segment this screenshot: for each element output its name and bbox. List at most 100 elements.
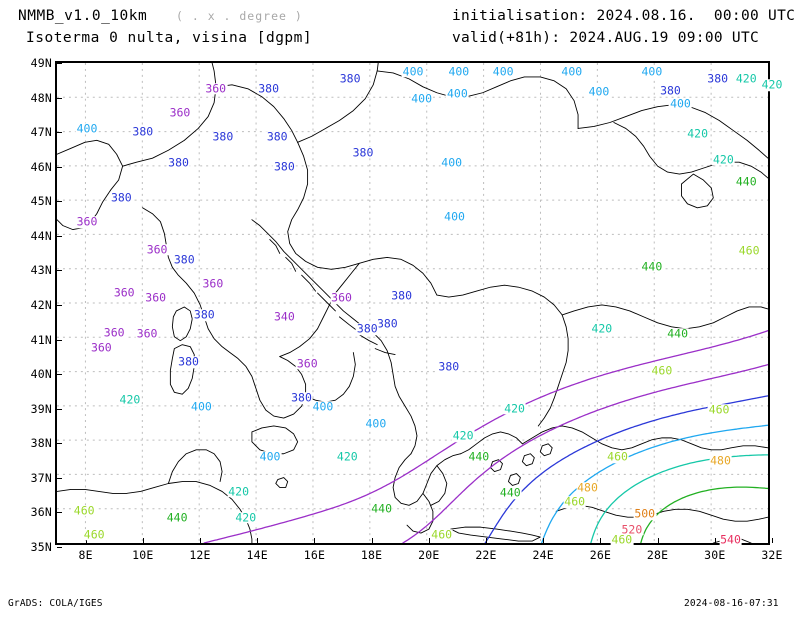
contour-label: 400	[447, 63, 471, 78]
x-tick-label: 18E	[360, 548, 383, 562]
contour-label: 380	[131, 124, 155, 139]
y-tick-label: 39N	[30, 401, 52, 416]
contour-label: 400	[75, 120, 99, 135]
contour-label: 360	[102, 324, 126, 339]
contour-label: 360	[145, 241, 169, 256]
contour-label: 360	[89, 340, 113, 355]
render-timestamp: 2024-08-16-07:31	[684, 598, 779, 609]
contour-label: 460	[650, 362, 674, 377]
contour-label: 440	[734, 174, 758, 189]
contour-label: 420	[711, 152, 735, 167]
y-tick-mark	[57, 63, 62, 64]
contour-map-plot: 35N 36N 37N 38N 39N 40N 41N 42N 43N 44N 45N 46N 47N 4…	[31, 56, 784, 562]
contour-label: 360	[75, 214, 99, 229]
contour-label: 440	[640, 259, 664, 274]
contour-label: 400	[364, 416, 388, 431]
contour-label: 420	[118, 392, 142, 407]
x-tick-mark	[428, 538, 430, 543]
x-tick-mark	[200, 538, 201, 543]
contour-label: 360	[295, 356, 319, 371]
contour-label: 400	[560, 63, 584, 78]
contour-label: 400	[440, 155, 464, 170]
contour-label: 360	[112, 285, 136, 300]
contour-label: 380	[272, 158, 296, 173]
contour-line-380	[484, 395, 768, 543]
contour-label: 480	[709, 452, 732, 467]
x-tick-mark	[486, 538, 487, 543]
contour-label: 440	[666, 326, 689, 341]
contour-label: 480	[576, 480, 599, 495]
contour-label: 440	[498, 485, 522, 500]
y-tick-label: 36N	[30, 505, 52, 520]
y-tick-mark	[57, 235, 62, 237]
contour-label: 460	[430, 527, 454, 542]
y-tick-label: 42N	[30, 298, 52, 312]
y-tick-mark	[57, 408, 62, 410]
contour-line-440	[640, 486, 768, 543]
valid-time: valid(+81h): 2024.AUG.19 09:00 UTC	[452, 30, 760, 46]
contour-label: 400	[640, 63, 664, 78]
contour-label: 460	[707, 402, 731, 417]
contour-label: 420	[760, 77, 784, 92]
y-tick-label: 49N	[30, 56, 52, 70]
contour-label: 380	[659, 82, 682, 97]
contour-label: 440	[370, 501, 393, 516]
contour-label: 400	[410, 91, 434, 106]
y-tick-label: 47N	[30, 125, 52, 140]
x-tick-label: 12E	[189, 548, 211, 562]
contour-label: 460	[82, 527, 106, 542]
contour-label: 540	[719, 532, 742, 547]
contour-label: 380	[706, 70, 730, 85]
contour-label: 400	[443, 209, 466, 224]
contour-label: 520	[620, 521, 644, 536]
contour-label: 400	[491, 63, 515, 78]
x-tick-label: 32E	[761, 548, 783, 562]
x-tick-label: 26E	[589, 548, 612, 562]
grads-credit: GrADS: COLA/IGES	[8, 598, 103, 609]
x-tick-mark	[371, 538, 373, 543]
y-tick-mark	[57, 374, 62, 376]
contour-label: 380	[211, 129, 235, 144]
contour-label: 440	[165, 509, 189, 524]
contour-label: 380	[109, 190, 133, 205]
y-tick-mark	[57, 512, 62, 514]
contour-label: 380	[437, 359, 461, 374]
x-tick-mark	[142, 538, 144, 543]
y-tick-mark	[57, 547, 62, 548]
contour-label: 380	[338, 70, 362, 85]
contour-label: 360	[204, 81, 228, 96]
contour-label: 360	[201, 276, 225, 291]
contour-label: 420	[451, 428, 475, 443]
contour-label: 380	[167, 155, 190, 170]
contour-label: 360	[144, 290, 168, 305]
x-tick-mark	[543, 538, 545, 543]
y-tick-mark	[57, 443, 62, 445]
y-tick-mark	[57, 270, 62, 272]
x-tick-label: 10E	[132, 548, 154, 562]
y-tick-label: 35N	[30, 540, 52, 554]
y-tick-label: 44N	[30, 228, 52, 243]
x-tick-label: 28E	[646, 548, 669, 562]
contour-label: 380	[257, 81, 281, 96]
contour-label: 460	[606, 449, 629, 464]
y-tick-mark	[57, 97, 62, 99]
x-tick-label: 14E	[246, 548, 268, 562]
x-tick-mark	[600, 538, 602, 543]
y-tick-label: 40N	[30, 367, 52, 382]
x-tick-label: 24E	[532, 548, 554, 562]
model-subtitle: ( . x . degree )	[176, 9, 303, 23]
contour-label: 400	[311, 399, 335, 414]
x-tick-label: 22E	[475, 548, 497, 562]
x-tick-label: 20E	[418, 548, 440, 562]
y-tick-mark	[57, 166, 62, 168]
contour-label: 420	[227, 483, 250, 498]
contour-label: 420	[234, 509, 258, 524]
initialisation-time: initialisation: 2024.08.16. 00:00 UTC	[452, 8, 796, 24]
y-tick-mark	[57, 132, 62, 134]
variable-title: Isoterma 0 nulta, visina [dgpm]	[26, 30, 313, 46]
contour-label: 360	[330, 290, 353, 305]
contour-label: 400	[258, 449, 282, 464]
y-tick-mark	[57, 201, 62, 203]
x-tick-mark	[772, 538, 773, 543]
contour-label: 380	[172, 252, 196, 267]
